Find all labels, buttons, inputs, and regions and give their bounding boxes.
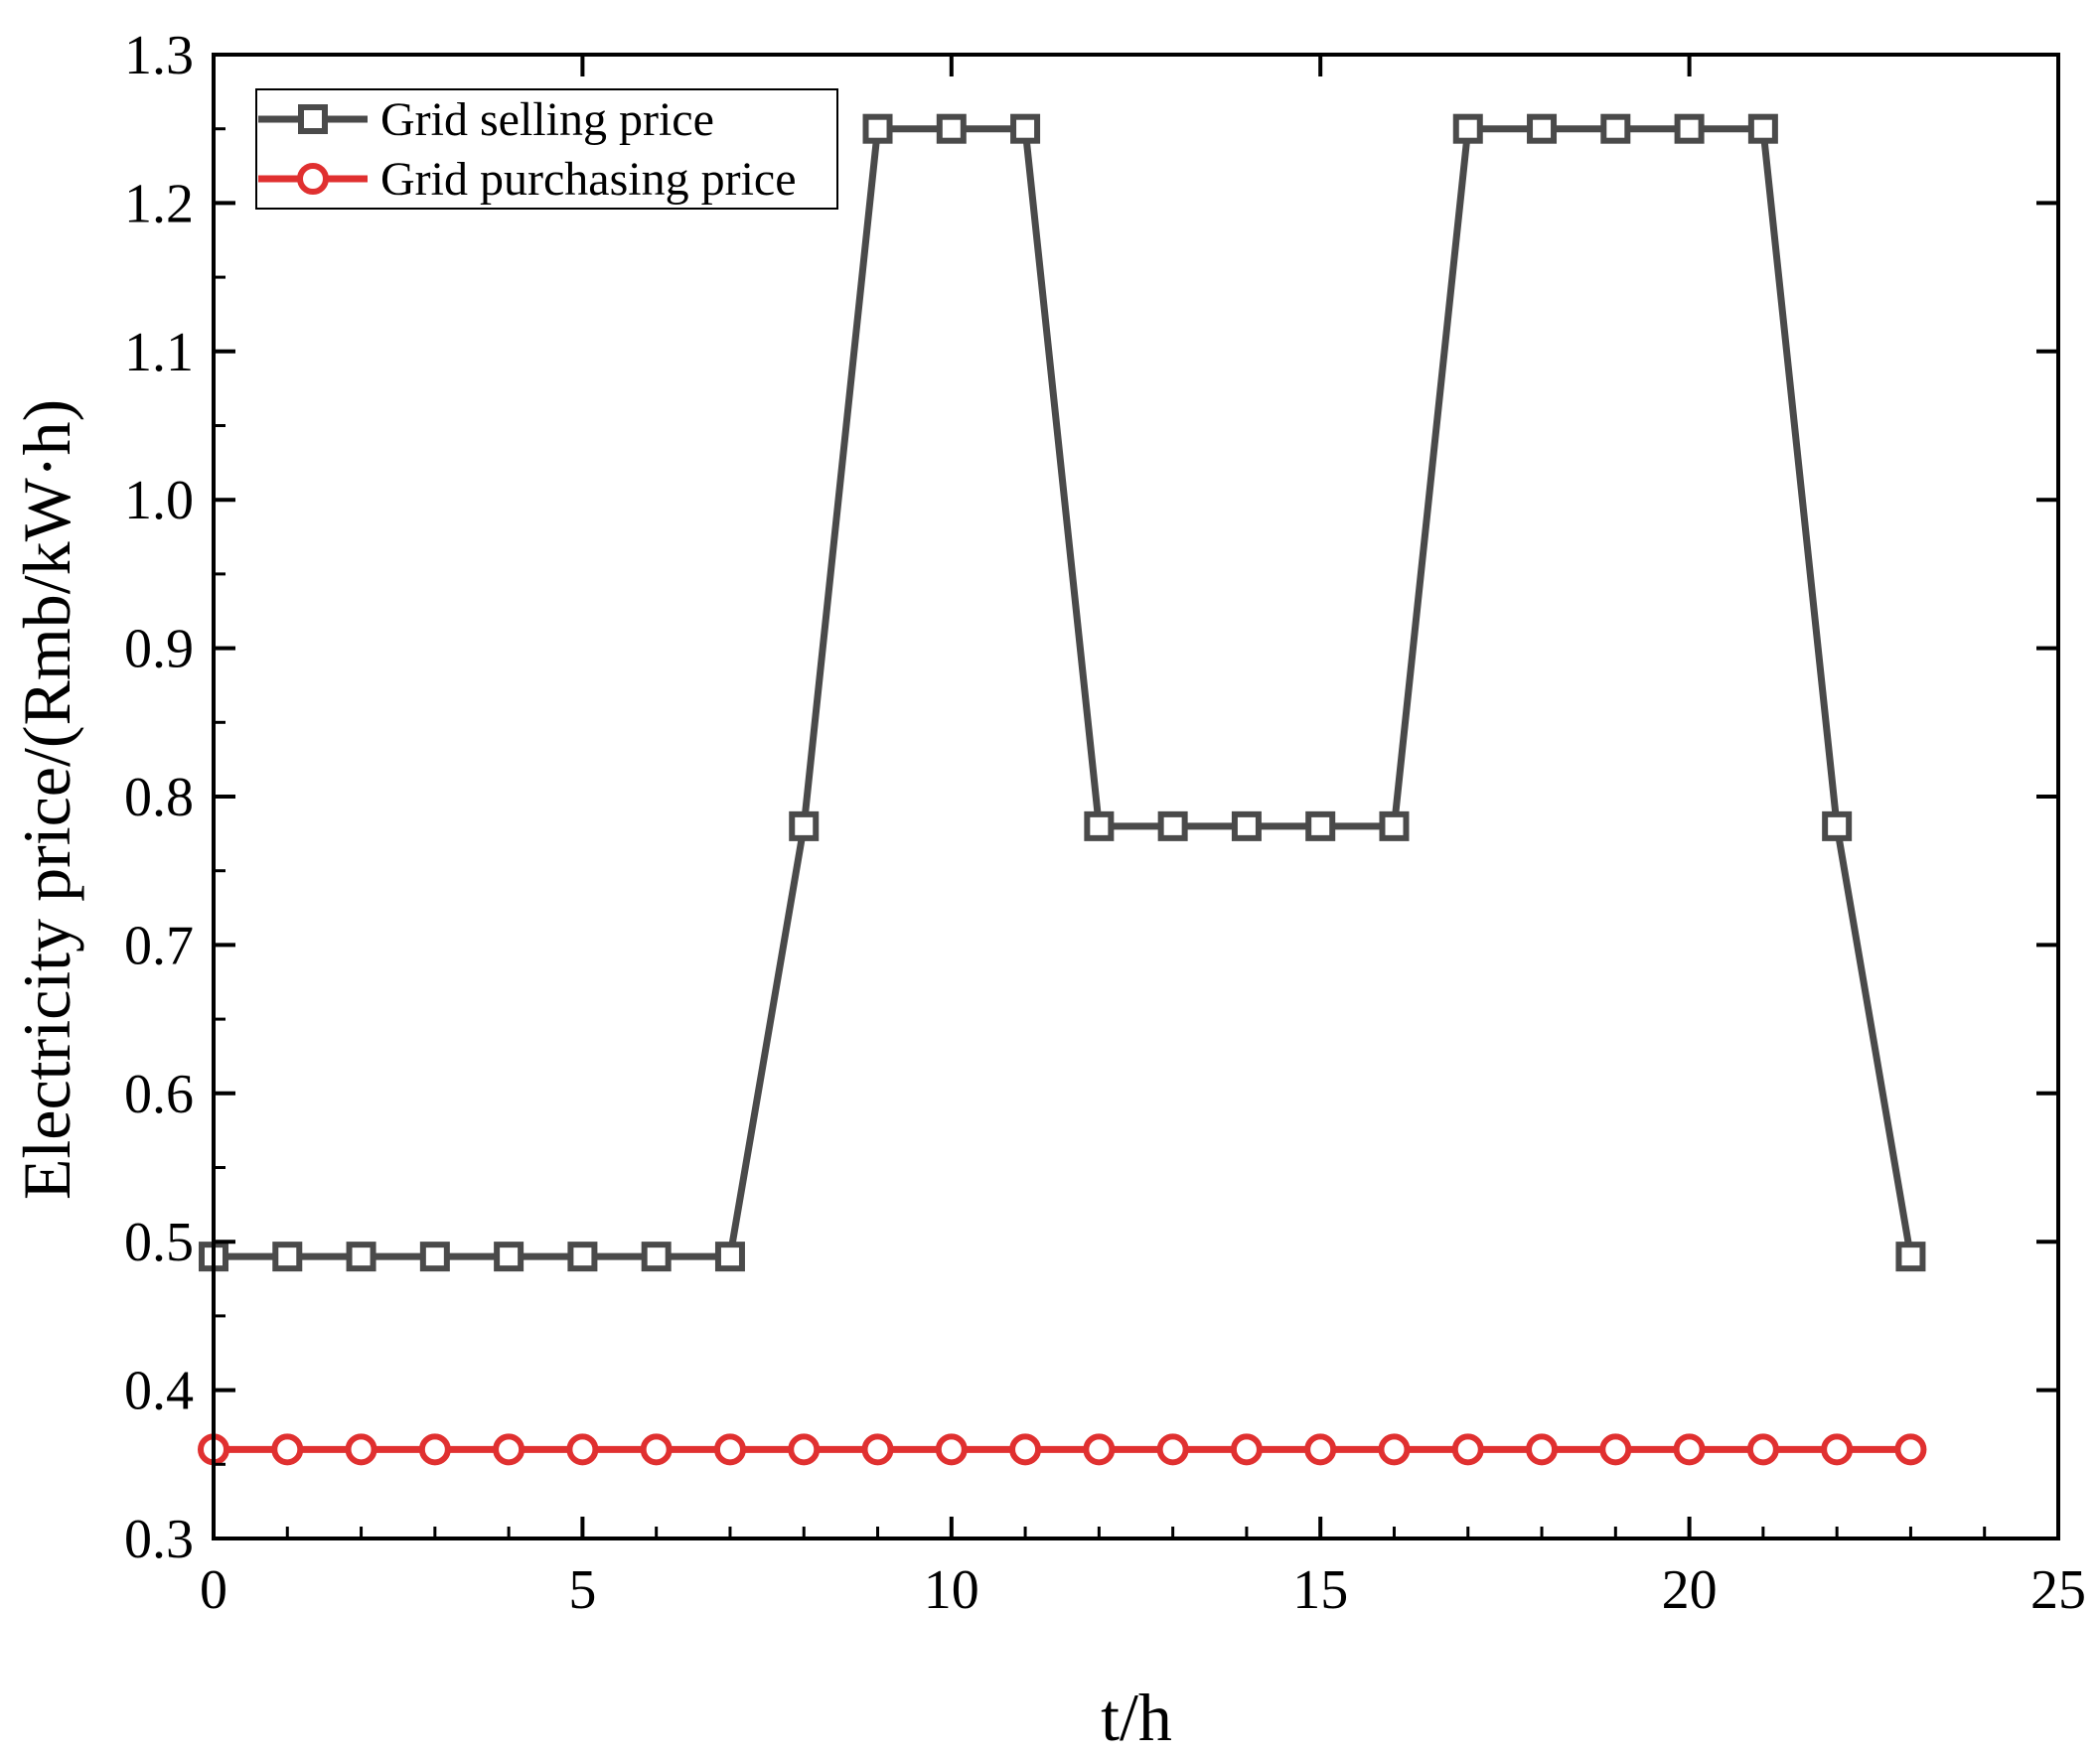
data-point (1230, 1433, 1263, 1466)
data-point (566, 1433, 599, 1466)
y-tick-label: 1.2 (124, 173, 194, 234)
data-point (1822, 810, 1853, 841)
x-tick-label: 0 (200, 1559, 227, 1621)
plot-area (198, 113, 1927, 1466)
y-tick-label: 0.5 (124, 1212, 194, 1273)
data-point (1527, 113, 1558, 144)
data-point (1600, 113, 1631, 144)
data-point (714, 1242, 745, 1272)
data-point (640, 1433, 673, 1466)
data-point (1379, 810, 1410, 841)
y-tick-label: 0.8 (124, 767, 194, 828)
x-tick-label: 10 (924, 1559, 979, 1621)
data-point (272, 1242, 303, 1272)
data-point (1305, 810, 1336, 841)
data-point (1526, 1433, 1559, 1466)
data-point (567, 1242, 598, 1272)
y-axis-title: Electricity price/(Rmb/kW·h) (9, 399, 84, 1200)
x-tick-label: 25 (2030, 1559, 2086, 1621)
data-point (346, 1242, 376, 1272)
data-point (1673, 1433, 1706, 1466)
data-point (1304, 1433, 1337, 1466)
data-point (1894, 1433, 1927, 1466)
y-tick-label: 0.3 (124, 1509, 194, 1570)
data-point (713, 1433, 746, 1466)
y-tick-label: 0.9 (124, 619, 194, 680)
data-point (1157, 810, 1188, 841)
data-point (788, 1433, 821, 1466)
x-tick-label: 5 (568, 1559, 596, 1621)
legend: Grid selling price Grid purchasing price (255, 88, 838, 210)
data-point (1010, 113, 1041, 144)
data-point (1451, 1433, 1484, 1466)
y-tick-label: 0.4 (124, 1361, 194, 1422)
legend-marker-0 (298, 104, 328, 134)
y-tick-label: 0.6 (124, 1064, 194, 1125)
legend-label-0: Grid selling price (380, 93, 714, 146)
data-point (789, 810, 820, 841)
data-point (1674, 113, 1705, 144)
data-point (493, 1433, 525, 1466)
data-point (1895, 1242, 1926, 1272)
data-point (494, 1242, 525, 1272)
data-point (1452, 113, 1483, 144)
data-point (345, 1433, 377, 1466)
y-tick-label: 0.7 (124, 915, 194, 976)
data-point (936, 113, 967, 144)
data-point (1746, 1433, 1779, 1466)
data-point (1231, 810, 1262, 841)
data-point (1821, 1433, 1854, 1466)
data-point (419, 1242, 450, 1272)
data-point (1084, 810, 1115, 841)
data-point (861, 1433, 894, 1466)
data-point (1599, 1433, 1632, 1466)
data-point (1083, 1433, 1116, 1466)
data-point (1747, 113, 1778, 144)
y-tick-label: 1.3 (124, 25, 194, 86)
x-axis-title: t/h (1101, 1680, 1172, 1755)
data-point (935, 1433, 968, 1466)
data-point (641, 1242, 672, 1272)
axes: 0 5 10 15 20 25 0.3 0.4 0.5 0.6 0.7 0.8 0.9 1.0 1.1 1.2… (124, 25, 2086, 1621)
x-tick-label: 15 (1292, 1559, 1348, 1621)
legend-marker-1 (297, 163, 329, 195)
series-line-0 (214, 125, 1914, 1260)
y-tick-label: 1.1 (124, 322, 194, 383)
data-point (1156, 1433, 1189, 1466)
x-tick-label: 20 (1662, 1559, 1718, 1621)
data-point (1378, 1433, 1411, 1466)
data-point (1009, 1433, 1042, 1466)
data-point (271, 1433, 304, 1466)
legend-box (255, 88, 838, 210)
data-point (862, 113, 893, 144)
legend-label-1: Grid purchasing price (380, 153, 797, 206)
data-point (418, 1433, 451, 1466)
y-tick-label: 1.0 (124, 470, 194, 531)
